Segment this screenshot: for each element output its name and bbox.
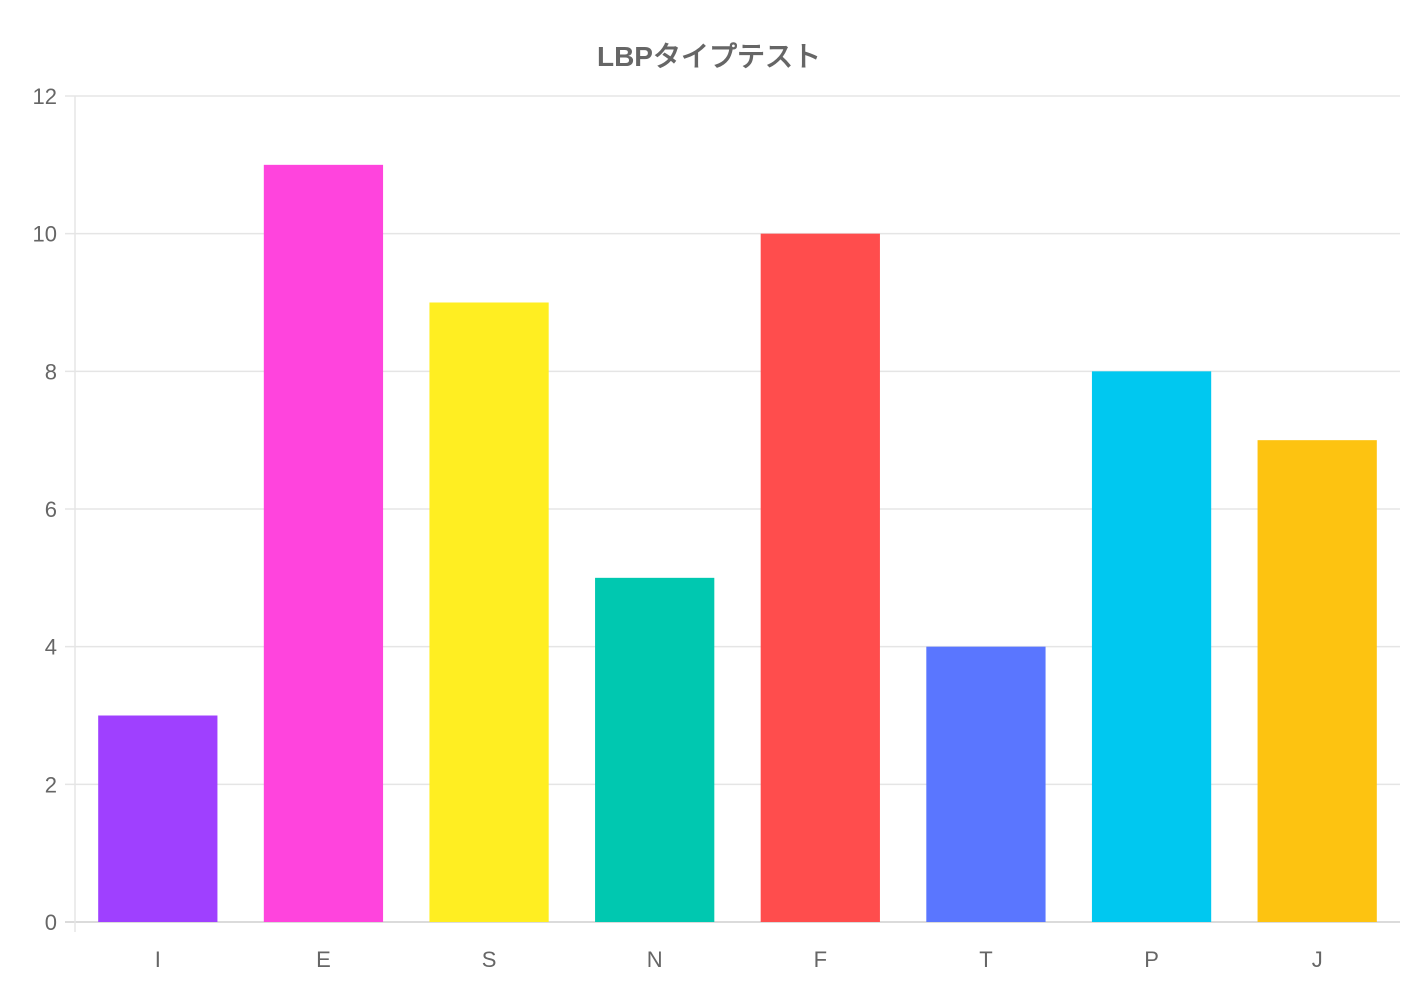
- bar-s: [429, 302, 549, 922]
- bar-t: [926, 646, 1046, 922]
- bars: [98, 164, 1377, 923]
- bar-f: [760, 233, 880, 922]
- y-tick-labels: 0 2 4 6 8 10 12: [33, 84, 57, 935]
- y-tick-label: 0: [45, 910, 57, 935]
- chart-title: LBPタイプテスト: [597, 41, 821, 72]
- y-tick-label: 8: [45, 359, 57, 384]
- y-tick-label: 6: [45, 497, 57, 522]
- bar-i: [98, 715, 218, 922]
- y-tick-label: 10: [33, 222, 57, 247]
- x-tick-label-f: F: [814, 947, 827, 972]
- bar-j: [1257, 440, 1377, 922]
- x-tick-label-s: S: [482, 947, 497, 972]
- y-tick-label: 2: [45, 772, 57, 797]
- x-tick-label-j: J: [1312, 947, 1323, 972]
- y-tick-label: 4: [45, 635, 57, 660]
- x-tick-label-e: E: [316, 947, 331, 972]
- x-tick-label-t: T: [979, 947, 992, 972]
- y-tick-label: 12: [33, 84, 57, 109]
- bar-p: [1091, 371, 1212, 922]
- bar-e: [263, 164, 384, 923]
- x-tick-label-p: P: [1144, 947, 1159, 972]
- bar-n: [595, 577, 715, 922]
- x-tick-label-i: I: [155, 947, 161, 972]
- x-tick-label-n: N: [647, 947, 663, 972]
